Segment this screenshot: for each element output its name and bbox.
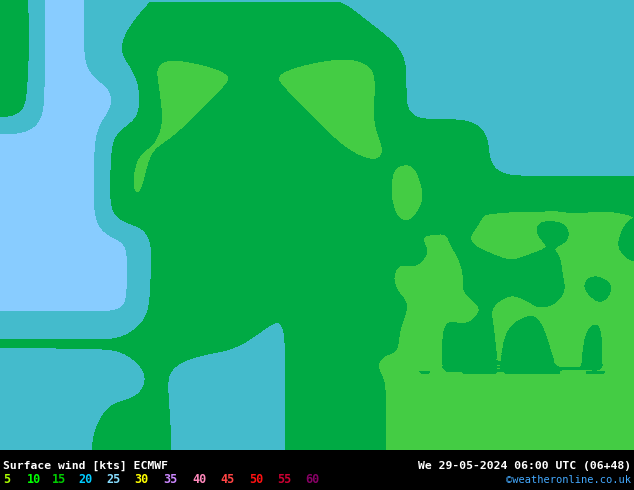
Text: 20: 20: [78, 473, 93, 487]
Text: 45: 45: [220, 473, 234, 487]
Text: 50: 50: [249, 473, 263, 487]
Text: ©weatheronline.co.uk: ©weatheronline.co.uk: [506, 475, 631, 485]
Text: 30: 30: [134, 473, 148, 487]
Text: 40: 40: [192, 473, 206, 487]
Text: 25: 25: [106, 473, 120, 487]
Text: 5: 5: [3, 473, 10, 487]
Text: We 29-05-2024 06:00 UTC (06+48): We 29-05-2024 06:00 UTC (06+48): [418, 461, 631, 471]
Text: 15: 15: [52, 473, 66, 487]
Text: 60: 60: [305, 473, 320, 487]
Text: Surface wind [kts] ECMWF: Surface wind [kts] ECMWF: [3, 461, 168, 471]
Text: 10: 10: [27, 473, 41, 487]
Text: 55: 55: [277, 473, 291, 487]
Text: 35: 35: [163, 473, 178, 487]
